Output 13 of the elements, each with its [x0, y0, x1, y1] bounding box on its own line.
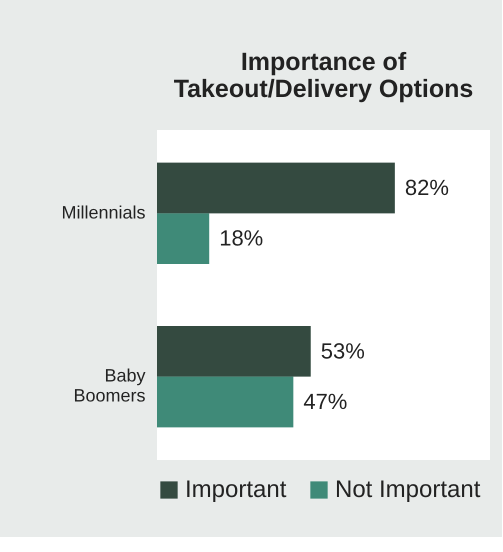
data-label: 47%	[303, 389, 348, 414]
data-label: 53%	[320, 338, 365, 364]
bar	[157, 162, 395, 214]
bar	[157, 376, 294, 428]
legend-label: Not Important	[335, 476, 481, 503]
chart-title: Importance of Takeout/Delivery Options	[174, 48, 474, 103]
data-label: 82%	[404, 174, 449, 200]
bar	[157, 326, 311, 377]
bar	[157, 213, 210, 264]
y-tick-label: Millennials	[61, 202, 146, 222]
legend-label: Important	[185, 476, 287, 503]
data-label: 18%	[219, 226, 264, 251]
y-tick-label: Baby Boomers	[73, 366, 146, 406]
